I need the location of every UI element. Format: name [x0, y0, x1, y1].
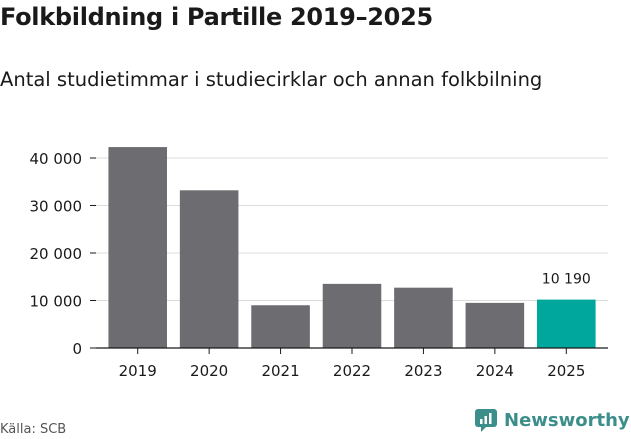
bar-2020: [179, 190, 239, 348]
y-tick-label: 0: [72, 340, 82, 358]
x-tick-label: 2021: [261, 362, 299, 380]
bar-2023: [394, 287, 453, 348]
x-tick-label: 2020: [190, 362, 228, 380]
y-tick-label: 20 000: [30, 245, 83, 263]
x-tick-label: 2024: [476, 362, 514, 380]
y-tick-label: 10 000: [30, 293, 83, 311]
chart-title: Folkbildning i Partille 2019–2025: [0, 3, 433, 31]
brand-name: Newsworthy: [504, 409, 630, 431]
x-tick-label: 2023: [404, 362, 442, 380]
brand-logo: Newsworthy: [474, 408, 630, 432]
x-tick-label: 2019: [119, 362, 157, 380]
bar-2022: [322, 283, 382, 348]
y-tick-label: 30 000: [30, 198, 83, 216]
x-tick-label: 2025: [547, 362, 585, 380]
chart-subtitle: Antal studietimmar i studiecirklar och a…: [0, 68, 543, 91]
bar-2021: [251, 305, 310, 348]
newsworthy-logo-icon: [475, 409, 497, 432]
data-label: 10 190: [542, 272, 591, 288]
bar-2019: [108, 147, 167, 348]
y-tick-label: 40 000: [30, 150, 83, 168]
x-tick-label: 2022: [333, 362, 371, 380]
bar-2024: [465, 302, 525, 348]
source-note: Källa: SCB: [0, 422, 67, 437]
bar-2025: [537, 299, 596, 348]
